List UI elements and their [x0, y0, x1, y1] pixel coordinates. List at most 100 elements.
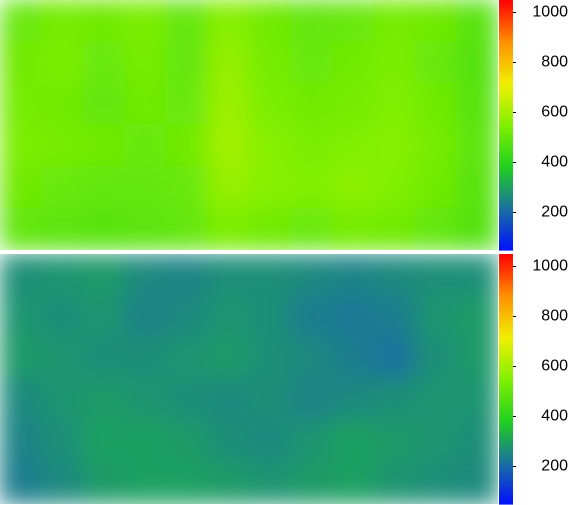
heat-cell — [0, 41, 42, 84]
heat-cell — [124, 41, 167, 84]
colorbar: 200 400 600 800 1000 — [499, 254, 568, 505]
heat-cell — [124, 420, 167, 463]
heat-cell — [373, 166, 416, 209]
colorbar-tick-label: 1000 — [532, 258, 568, 275]
heat-cell — [290, 336, 333, 380]
heat-cell — [373, 461, 416, 504]
heat-cell — [124, 254, 167, 297]
heat-cell — [207, 41, 250, 84]
heat-cell — [373, 41, 416, 84]
colorbar-tick-label: 400 — [541, 408, 568, 425]
heat-cell — [373, 254, 416, 297]
heat-cell — [414, 336, 457, 380]
heat-cell — [82, 420, 125, 463]
heat-cell — [414, 295, 457, 338]
heat-cell — [456, 0, 498, 43]
heat-cell — [165, 461, 208, 504]
heat-cell — [124, 461, 167, 504]
heat-cell — [456, 166, 498, 209]
heat-cell — [331, 124, 374, 168]
heatmap — [0, 254, 498, 504]
heat-cell — [124, 378, 167, 422]
heat-cell — [41, 0, 84, 43]
heat-cell — [124, 82, 167, 126]
heat-cell — [165, 420, 208, 463]
heat-cell — [165, 41, 208, 84]
heat-cell — [331, 41, 374, 84]
heat-cell — [331, 207, 374, 250]
heat-cell — [0, 336, 42, 380]
heat-cell — [248, 82, 291, 126]
heat-cell — [290, 0, 333, 43]
heat-cell — [41, 295, 84, 338]
heat-cell — [0, 295, 42, 338]
heat-cell — [331, 420, 374, 463]
heat-cell — [290, 295, 333, 338]
colorbar-tick-label: 800 — [541, 54, 568, 71]
heat-cell — [248, 461, 291, 504]
heat-cell — [0, 166, 42, 209]
heat-cell — [331, 82, 374, 126]
heat-cell — [207, 336, 250, 380]
colorbar: 200 400 600 800 1000 — [499, 0, 568, 251]
heat-cell — [207, 295, 250, 338]
colorbar-tick-label: 600 — [541, 104, 568, 121]
heat-cell — [290, 461, 333, 504]
heat-cell — [373, 378, 416, 422]
heat-cell — [414, 82, 457, 126]
heat-cell — [82, 254, 125, 297]
heat-cell — [456, 207, 498, 250]
heat-cell — [165, 124, 208, 168]
heat-cell — [0, 378, 42, 422]
colorbar-tick-label: 800 — [541, 308, 568, 325]
heat-cell — [41, 207, 84, 250]
heat-cell — [414, 124, 457, 168]
heat-cell — [290, 420, 333, 463]
heat-cell — [414, 41, 457, 84]
heat-cell — [0, 461, 42, 504]
heat-cell — [124, 124, 167, 168]
heat-cell — [290, 82, 333, 126]
colorbar-tick-label: 200 — [541, 458, 568, 475]
heat-cell — [290, 166, 333, 209]
heat-cell — [0, 254, 42, 297]
heat-cell — [456, 461, 498, 504]
heat-cell — [207, 378, 250, 422]
heat-cell — [373, 420, 416, 463]
colorbar-tick-label: 400 — [541, 154, 568, 171]
heat-cell — [82, 41, 125, 84]
heat-cell — [41, 378, 84, 422]
heat-cell — [165, 82, 208, 126]
heat-cell — [414, 166, 457, 209]
heat-cell — [373, 0, 416, 43]
heat-cell — [456, 124, 498, 168]
heat-cell — [414, 0, 457, 43]
heat-cell — [414, 420, 457, 463]
heat-cell — [0, 207, 42, 250]
heat-cell — [207, 207, 250, 250]
heat-cell — [290, 124, 333, 168]
heat-cell — [41, 166, 84, 209]
heat-cell — [248, 0, 291, 43]
heat-cell — [124, 166, 167, 209]
colorbar-tick-label: 1000 — [532, 4, 568, 21]
heat-cell — [41, 41, 84, 84]
heat-cell — [373, 336, 416, 380]
heat-cell — [41, 336, 84, 380]
heat-cell — [414, 378, 457, 422]
heat-cell — [456, 420, 498, 463]
heat-cell — [331, 0, 374, 43]
heat-cell — [165, 254, 208, 297]
heat-cell — [207, 254, 250, 297]
heat-cell — [124, 336, 167, 380]
heat-cell — [207, 82, 250, 126]
heat-cell — [207, 0, 250, 43]
heat-cell — [331, 378, 374, 422]
heat-cell — [456, 336, 498, 380]
heat-cell — [82, 461, 125, 504]
heat-cell — [290, 41, 333, 84]
heat-cell — [248, 124, 291, 168]
heat-cell — [207, 420, 250, 463]
heat-cell — [82, 124, 125, 168]
